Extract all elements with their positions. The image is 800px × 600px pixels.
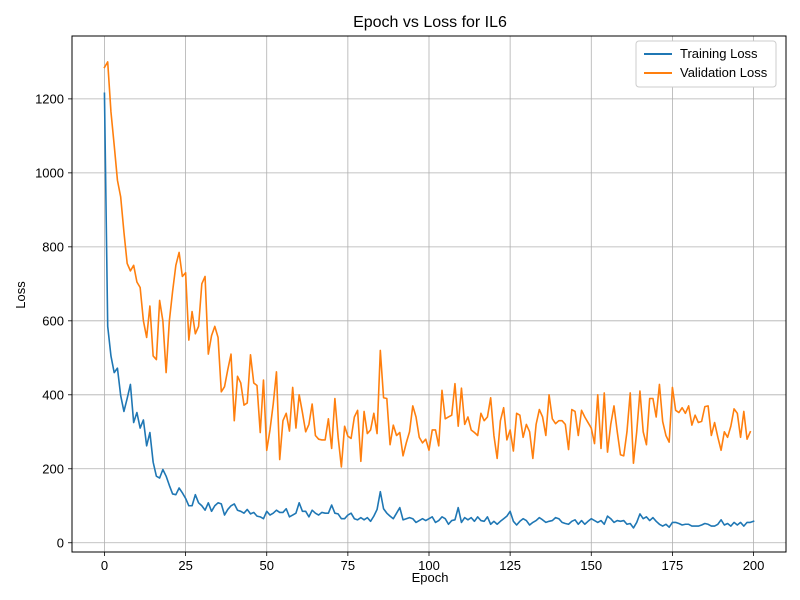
y-tick-label: 200	[42, 461, 64, 476]
series-lines	[103, 61, 755, 529]
legend-label-validation: Validation Loss	[680, 65, 768, 80]
x-tick-label: 200	[743, 558, 765, 573]
y-tick-label: 1200	[35, 91, 64, 106]
legend-box	[635, 40, 777, 88]
x-tick-label: 100	[418, 558, 440, 573]
x-tick-label: 175	[662, 558, 684, 573]
x-tick-label: 150	[580, 558, 602, 573]
x-tick-label: 25	[178, 558, 192, 573]
legend: Training Loss Validation Loss	[635, 40, 777, 88]
series-line-training-loss	[103, 92, 755, 529]
x-axis-label: Epoch	[412, 570, 449, 585]
axis-ticks: 0 25 50 75 100 125 150 175 200 0 200 400 600 800 1000 1…	[35, 91, 764, 573]
legend-label-training: Training Loss	[680, 46, 758, 61]
x-tick-label: 50	[259, 558, 273, 573]
x-tick-label: 125	[499, 558, 521, 573]
series-line-validation-loss	[103, 61, 752, 468]
x-tick-label: 0	[101, 558, 108, 573]
chart-title: Epoch vs Loss for IL6	[353, 14, 507, 31]
y-tick-label: 0	[57, 535, 64, 550]
x-tick-label: 75	[341, 558, 355, 573]
grid	[72, 36, 786, 552]
y-tick-label: 1000	[35, 165, 64, 180]
y-tick-label: 800	[42, 239, 64, 254]
y-tick-label: 400	[42, 387, 64, 402]
y-tick-label: 600	[42, 313, 64, 328]
y-axis-label: Loss	[13, 281, 28, 309]
